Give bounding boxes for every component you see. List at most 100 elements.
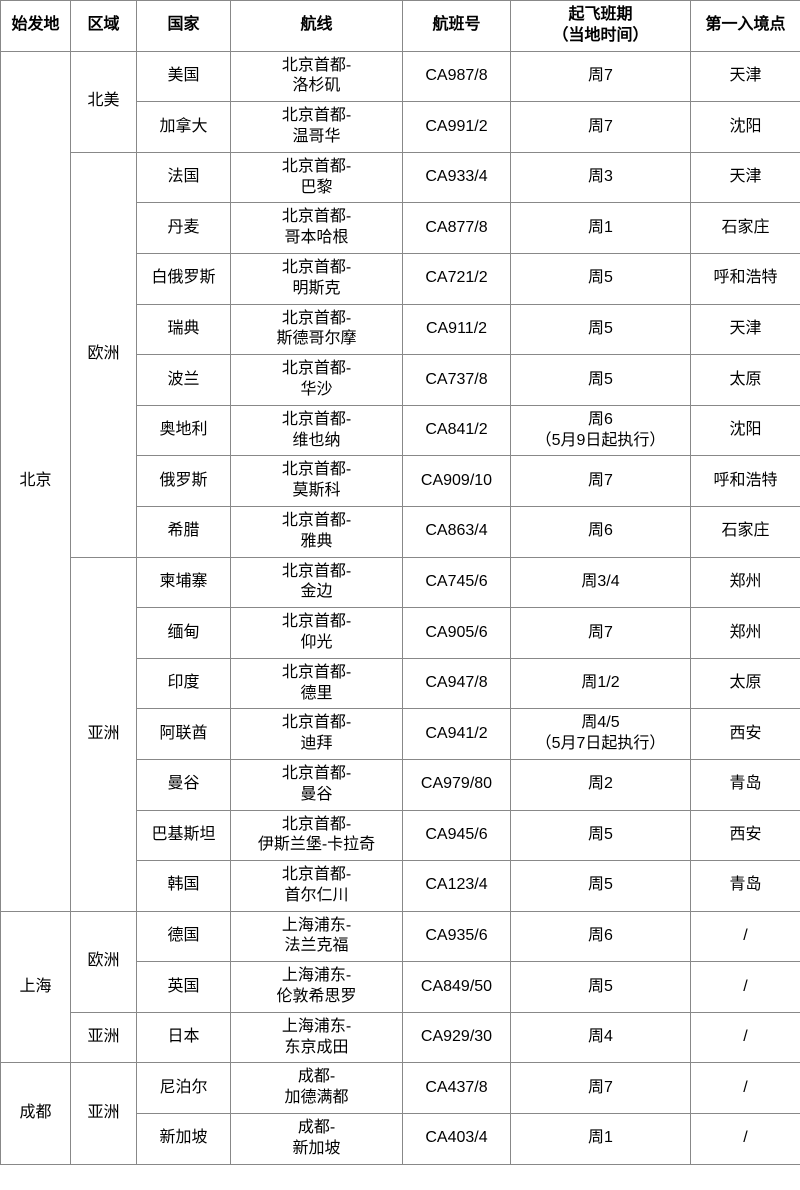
cell-flight: CA987/8	[403, 51, 511, 102]
cell-flight: CA979/80	[403, 759, 511, 810]
cell-region: 欧洲	[71, 152, 137, 557]
cell-country: 新加坡	[137, 1114, 231, 1165]
cell-country: 印度	[137, 658, 231, 709]
cell-flight: CA877/8	[403, 203, 511, 254]
cell-route: 北京首都-迪拜	[231, 709, 403, 760]
cell-entry: 太原	[691, 355, 800, 406]
cell-schedule: 周6	[511, 911, 691, 962]
cell-flight: CA929/30	[403, 1012, 511, 1063]
header-flight: 航班号	[403, 1, 511, 52]
cell-entry: 太原	[691, 658, 800, 709]
cell-country: 加拿大	[137, 102, 231, 153]
cell-flight: CA991/2	[403, 102, 511, 153]
cell-country: 日本	[137, 1012, 231, 1063]
cell-origin: 上海	[1, 911, 71, 1063]
cell-entry: 天津	[691, 152, 800, 203]
cell-flight: CA403/4	[403, 1114, 511, 1165]
cell-flight: CA437/8	[403, 1063, 511, 1114]
cell-route: 北京首都-洛杉矶	[231, 51, 403, 102]
cell-route: 上海浦东-法兰克福	[231, 911, 403, 962]
cell-entry: 天津	[691, 304, 800, 355]
cell-schedule: 周5	[511, 253, 691, 304]
cell-route: 北京首都-斯德哥尔摩	[231, 304, 403, 355]
table-row: 上海欧洲德国上海浦东-法兰克福CA935/6周6/	[1, 911, 800, 962]
cell-entry: 沈阳	[691, 102, 800, 153]
cell-entry: /	[691, 911, 800, 962]
cell-country: 尼泊尔	[137, 1063, 231, 1114]
cell-region: 亚洲	[71, 1063, 137, 1164]
cell-route: 北京首都-莫斯科	[231, 456, 403, 507]
cell-country: 缅甸	[137, 608, 231, 659]
cell-entry: 郑州	[691, 608, 800, 659]
cell-entry: 沈阳	[691, 405, 800, 456]
cell-schedule: 周1	[511, 1114, 691, 1165]
cell-flight: CA933/4	[403, 152, 511, 203]
table-row: 亚洲日本上海浦东-东京成田CA929/30周4/	[1, 1012, 800, 1063]
cell-flight: CA841/2	[403, 405, 511, 456]
cell-schedule: 周3/4	[511, 557, 691, 608]
cell-country: 希腊	[137, 506, 231, 557]
cell-country: 奥地利	[137, 405, 231, 456]
cell-country: 英国	[137, 962, 231, 1013]
header-route: 航线	[231, 1, 403, 52]
header-country: 国家	[137, 1, 231, 52]
cell-origin: 北京	[1, 51, 71, 911]
cell-route: 北京首都-雅典	[231, 506, 403, 557]
cell-country: 白俄罗斯	[137, 253, 231, 304]
cell-country: 柬埔寨	[137, 557, 231, 608]
header-entry: 第一入境点	[691, 1, 800, 52]
cell-schedule: 周5	[511, 861, 691, 912]
cell-schedule: 周5	[511, 810, 691, 861]
cell-flight: CA911/2	[403, 304, 511, 355]
cell-flight: CA941/2	[403, 709, 511, 760]
cell-schedule: 周2	[511, 759, 691, 810]
cell-route: 北京首都-哥本哈根	[231, 203, 403, 254]
cell-entry: 天津	[691, 51, 800, 102]
table-row: 欧洲法国北京首都-巴黎CA933/4周3天津	[1, 152, 800, 203]
cell-entry: 西安	[691, 709, 800, 760]
cell-entry: /	[691, 1063, 800, 1114]
cell-region: 北美	[71, 51, 137, 152]
table-body: 北京北美美国北京首都-洛杉矶CA987/8周7天津加拿大北京首都-温哥华CA99…	[1, 51, 800, 1164]
cell-schedule: 周4	[511, 1012, 691, 1063]
cell-schedule: 周5	[511, 355, 691, 406]
cell-route: 北京首都-德里	[231, 658, 403, 709]
cell-flight: CA745/6	[403, 557, 511, 608]
cell-flight: CA909/10	[403, 456, 511, 507]
cell-route: 北京首都-首尔仁川	[231, 861, 403, 912]
cell-entry: /	[691, 1114, 800, 1165]
cell-country: 丹麦	[137, 203, 231, 254]
cell-flight: CA935/6	[403, 911, 511, 962]
cell-schedule: 周7	[511, 51, 691, 102]
cell-route: 北京首都-仰光	[231, 608, 403, 659]
cell-schedule: 周1	[511, 203, 691, 254]
table-row: 亚洲柬埔寨北京首都-金边CA745/6周3/4郑州	[1, 557, 800, 608]
cell-flight: CA721/2	[403, 253, 511, 304]
cell-origin: 成都	[1, 1063, 71, 1164]
table-header-row: 始发地 区域 国家 航线 航班号 起飞班期（当地时间） 第一入境点	[1, 1, 800, 52]
cell-country: 俄罗斯	[137, 456, 231, 507]
cell-schedule: 周6（5月9日起执行）	[511, 405, 691, 456]
cell-country: 巴基斯坦	[137, 810, 231, 861]
header-schedule: 起飞班期（当地时间）	[511, 1, 691, 52]
cell-entry: 郑州	[691, 557, 800, 608]
cell-entry: 青岛	[691, 759, 800, 810]
cell-entry: 青岛	[691, 861, 800, 912]
cell-schedule: 周7	[511, 1063, 691, 1114]
cell-flight: CA737/8	[403, 355, 511, 406]
cell-route: 北京首都-曼谷	[231, 759, 403, 810]
cell-region: 欧洲	[71, 911, 137, 1012]
cell-entry: /	[691, 1012, 800, 1063]
cell-flight: CA947/8	[403, 658, 511, 709]
table-row: 北京北美美国北京首都-洛杉矶CA987/8周7天津	[1, 51, 800, 102]
cell-flight: CA849/50	[403, 962, 511, 1013]
cell-route: 北京首都-维也纳	[231, 405, 403, 456]
flight-schedule-table: 始发地 区域 国家 航线 航班号 起飞班期（当地时间） 第一入境点 北京北美美国…	[0, 0, 800, 1165]
cell-country: 美国	[137, 51, 231, 102]
cell-route: 北京首都-华沙	[231, 355, 403, 406]
cell-route: 上海浦东-伦敦希思罗	[231, 962, 403, 1013]
cell-flight: CA863/4	[403, 506, 511, 557]
cell-country: 瑞典	[137, 304, 231, 355]
header-origin: 始发地	[1, 1, 71, 52]
cell-region: 亚洲	[71, 1012, 137, 1063]
